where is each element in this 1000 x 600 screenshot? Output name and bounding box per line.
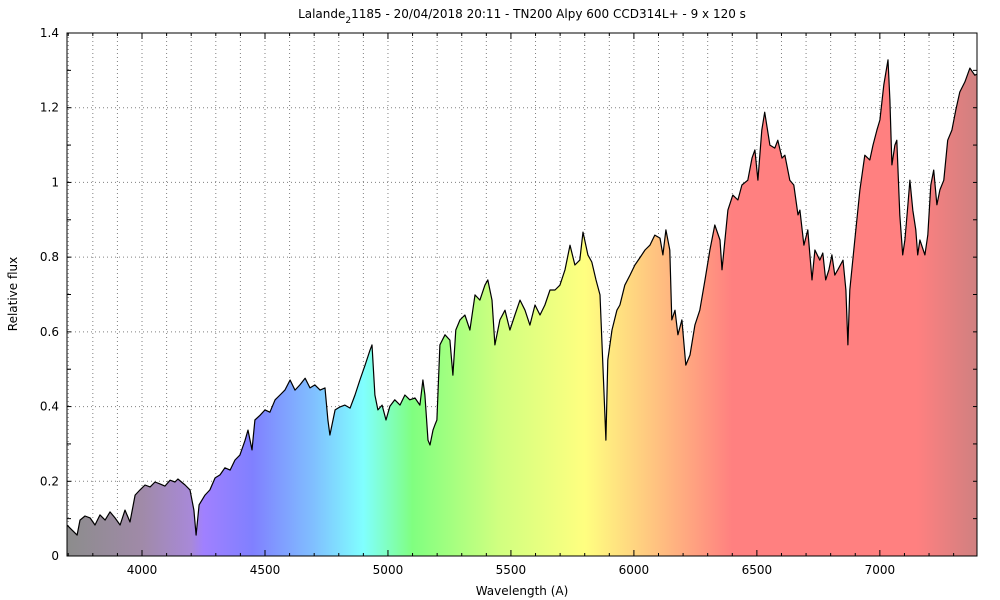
x-tick-label: 6000 <box>619 563 650 577</box>
axis-ticks: 4000 4500 5000 5500 6000 6500 7000 0 0.2 0.4 0.6 0.… <box>40 26 977 577</box>
x-tick-label: 4000 <box>127 563 158 577</box>
spectrum-series <box>67 59 977 556</box>
chart-title: Lalande21185 - 20/04/2018 20:11 - TN200 … <box>298 7 746 26</box>
y-tick-label: 1 <box>51 175 59 189</box>
y-tick-label: 1.2 <box>40 101 59 115</box>
x-tick-label: 5000 <box>373 563 404 577</box>
y-tick-label: 0.2 <box>40 474 59 488</box>
spectrum-line <box>67 59 977 536</box>
x-tick-label: 4500 <box>250 563 281 577</box>
y-tick-label: 1.4 <box>40 26 59 40</box>
y-tick-label: 0.8 <box>40 250 59 264</box>
y-tick-label: 0 <box>51 549 59 563</box>
x-axis-label: Wavelength (A) <box>476 584 569 598</box>
spectrum-fill-area <box>67 59 977 556</box>
y-tick-label: 0.6 <box>40 325 59 339</box>
x-tick-label: 7000 <box>865 563 896 577</box>
y-tick-label: 0.4 <box>40 400 59 414</box>
x-tick-label: 5500 <box>496 563 527 577</box>
y-axis-label: Relative flux <box>6 257 20 331</box>
x-tick-label: 6500 <box>742 563 773 577</box>
